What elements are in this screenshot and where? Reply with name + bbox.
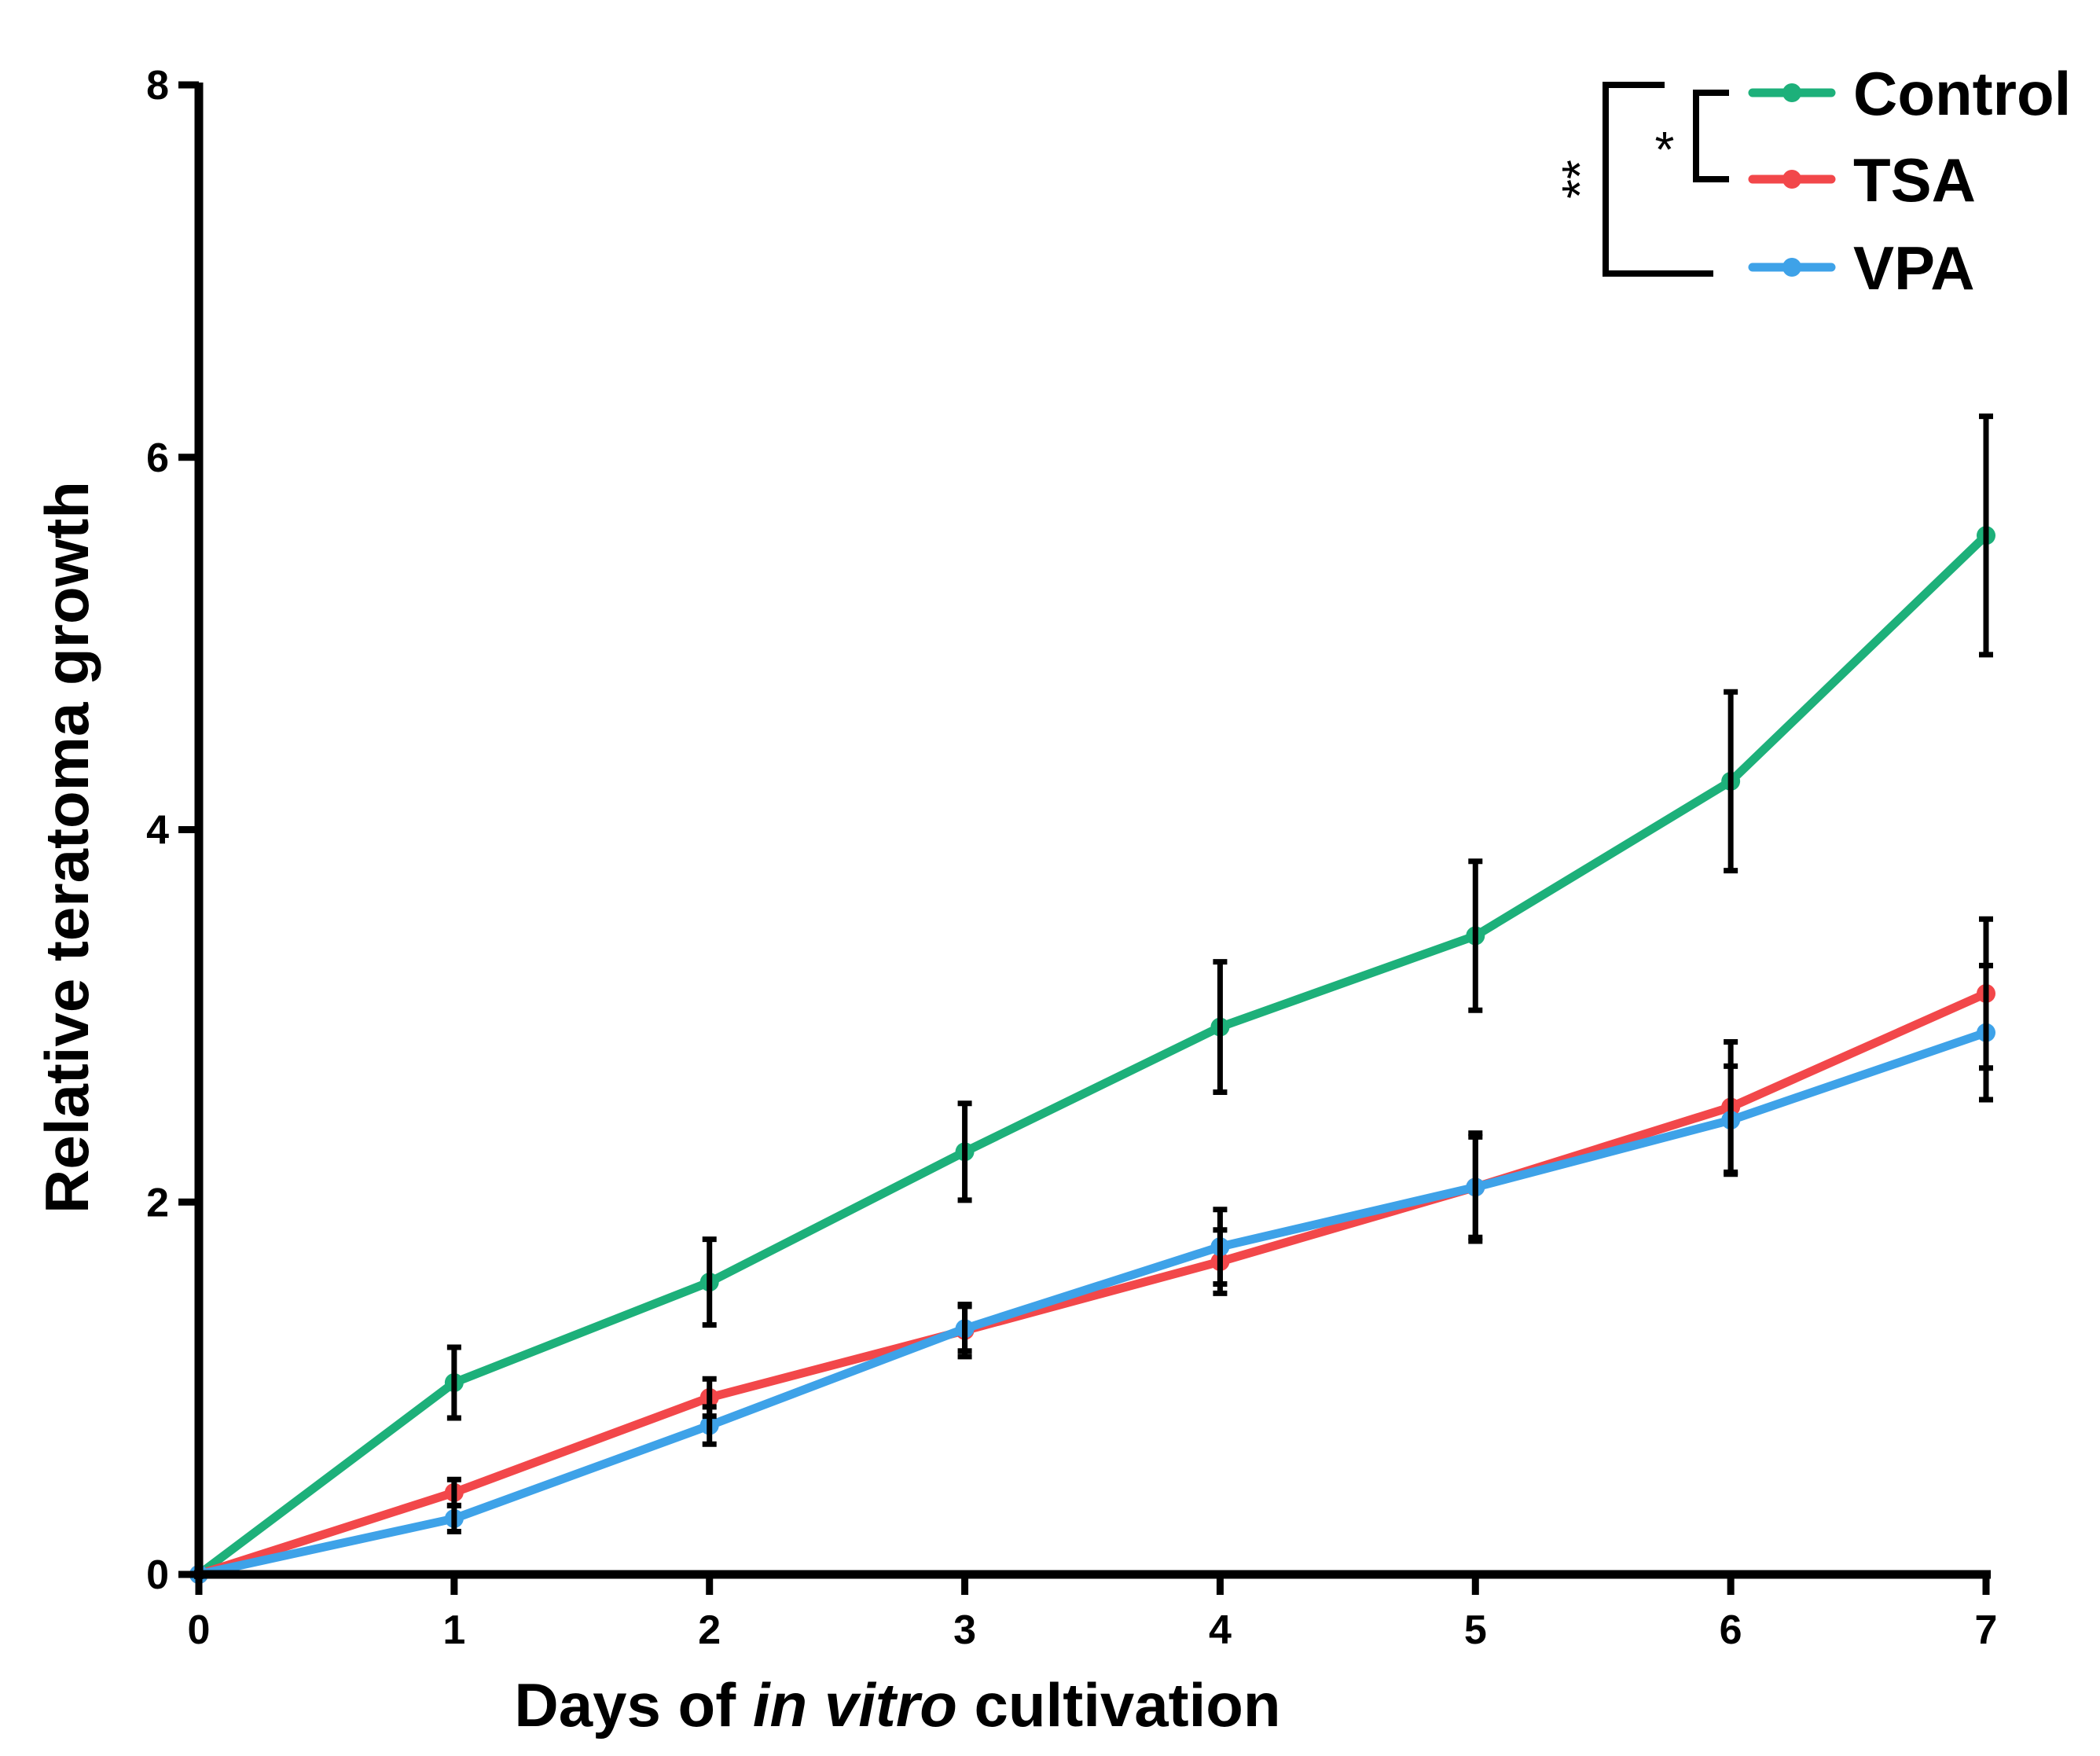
series-line-control [194,531,1991,1579]
x-tick-label: 2 [698,1607,721,1653]
y-tick-label: 4 [146,808,169,854]
x-axis-title-part-1: Days of [514,1670,752,1739]
y-axis-title: Relative teratoma growth [32,481,101,1214]
series-line-vpa [194,1028,1991,1579]
error-bar [1468,1130,1483,1244]
error-bar [446,1344,461,1421]
error-bar [1979,962,1993,1103]
error-bar [1979,413,1993,658]
significance-bracket-control-tsa: * [1655,90,1729,182]
x-tick-label: 0 [188,1607,211,1653]
significance-label: * [1655,121,1675,178]
x-axis-title-part-3: cultivation [957,1670,1281,1739]
x-tick-label: 5 [1464,1607,1487,1653]
error-bars-vpa [446,962,1993,1535]
error-bar [957,1303,972,1354]
x-tick-label: 7 [1975,1607,1998,1653]
series-layer [189,413,1995,1584]
error-bars-control [446,413,1993,1421]
x-tick-label: 1 [442,1607,465,1653]
x-tick-label: 4 [1209,1607,1232,1653]
legend-marker-vpa [1782,258,1801,277]
series-control [189,526,1995,1584]
legend-marker-tsa [1782,170,1801,189]
bracket-line [1603,82,1713,277]
y-tick-label: 8 [146,63,169,108]
x-axis-title-italic: in vitro [753,1670,957,1739]
y-tick-label: 0 [146,1552,169,1598]
error-bar [957,1100,972,1203]
y-tick-label: 6 [146,435,169,481]
significance-label: ** [1551,160,1608,199]
error-bar [1213,1207,1228,1287]
significance-bracket-control-vpa: ** [1551,82,1713,277]
legend-label-vpa: VPA [1853,233,1975,303]
error-bar [1213,959,1228,1095]
axes-layer: 0 1 2 3 4 5 6 7 0 2 4 6 8 [146,63,1997,1653]
error-bar [1468,858,1483,1013]
legend-label-control: Control [1853,59,2071,128]
legend-label-tsa: TSA [1853,145,1976,215]
legend-marker-control [1782,83,1801,102]
error-bar [446,1502,461,1535]
error-bar [1724,1063,1738,1177]
series-line-tsa [194,989,1991,1579]
bracket-line [1693,90,1729,182]
y-tick-label: 2 [146,1180,169,1225]
x-tick-label: 6 [1720,1607,1742,1653]
error-bar [702,1236,717,1328]
error-bar [702,1404,717,1447]
x-axis-title: Days of in vitro cultivation [514,1670,1280,1739]
x-tick-label: 3 [953,1607,976,1653]
error-bar [1724,689,1738,874]
